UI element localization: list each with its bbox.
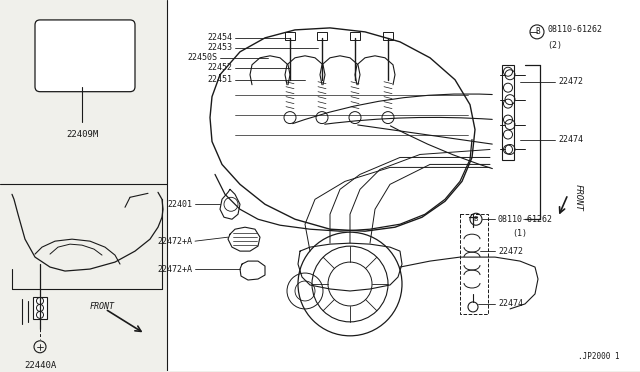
Text: 08110-61262: 08110-61262 (547, 25, 602, 34)
FancyBboxPatch shape (35, 20, 135, 92)
Text: 22440A: 22440A (24, 361, 56, 370)
Text: (1): (1) (512, 229, 527, 238)
Bar (317, 32, 327, 40)
Bar (285, 32, 295, 40)
Text: 22474: 22474 (498, 299, 523, 308)
Text: 22401: 22401 (167, 200, 192, 209)
Text: .JP2000 1: .JP2000 1 (579, 352, 620, 361)
Bar (502, 65, 514, 160)
Text: 22451: 22451 (207, 75, 232, 84)
Text: 22450S: 22450S (187, 53, 217, 62)
Bar (383, 32, 393, 40)
Text: 22472+A: 22472+A (157, 237, 192, 246)
Bar (167, 0, 640, 371)
Text: 22452: 22452 (207, 63, 232, 72)
Bar (33, 297, 47, 319)
Text: 22472: 22472 (498, 247, 523, 256)
Text: 22474: 22474 (558, 135, 583, 144)
Text: B: B (536, 28, 540, 36)
Text: (2): (2) (547, 41, 562, 50)
Text: FRONT: FRONT (573, 185, 582, 211)
Text: FRONT: FRONT (90, 302, 115, 311)
Text: 08110-61262: 08110-61262 (498, 215, 553, 224)
Text: 22454: 22454 (207, 33, 232, 42)
Text: 22453: 22453 (207, 43, 232, 52)
Text: B: B (474, 216, 478, 222)
Bar (350, 32, 360, 40)
Bar (460, 214, 488, 314)
Text: 22472+A: 22472+A (157, 264, 192, 273)
Text: 22409M: 22409M (66, 129, 98, 138)
Text: 22472: 22472 (558, 77, 583, 86)
